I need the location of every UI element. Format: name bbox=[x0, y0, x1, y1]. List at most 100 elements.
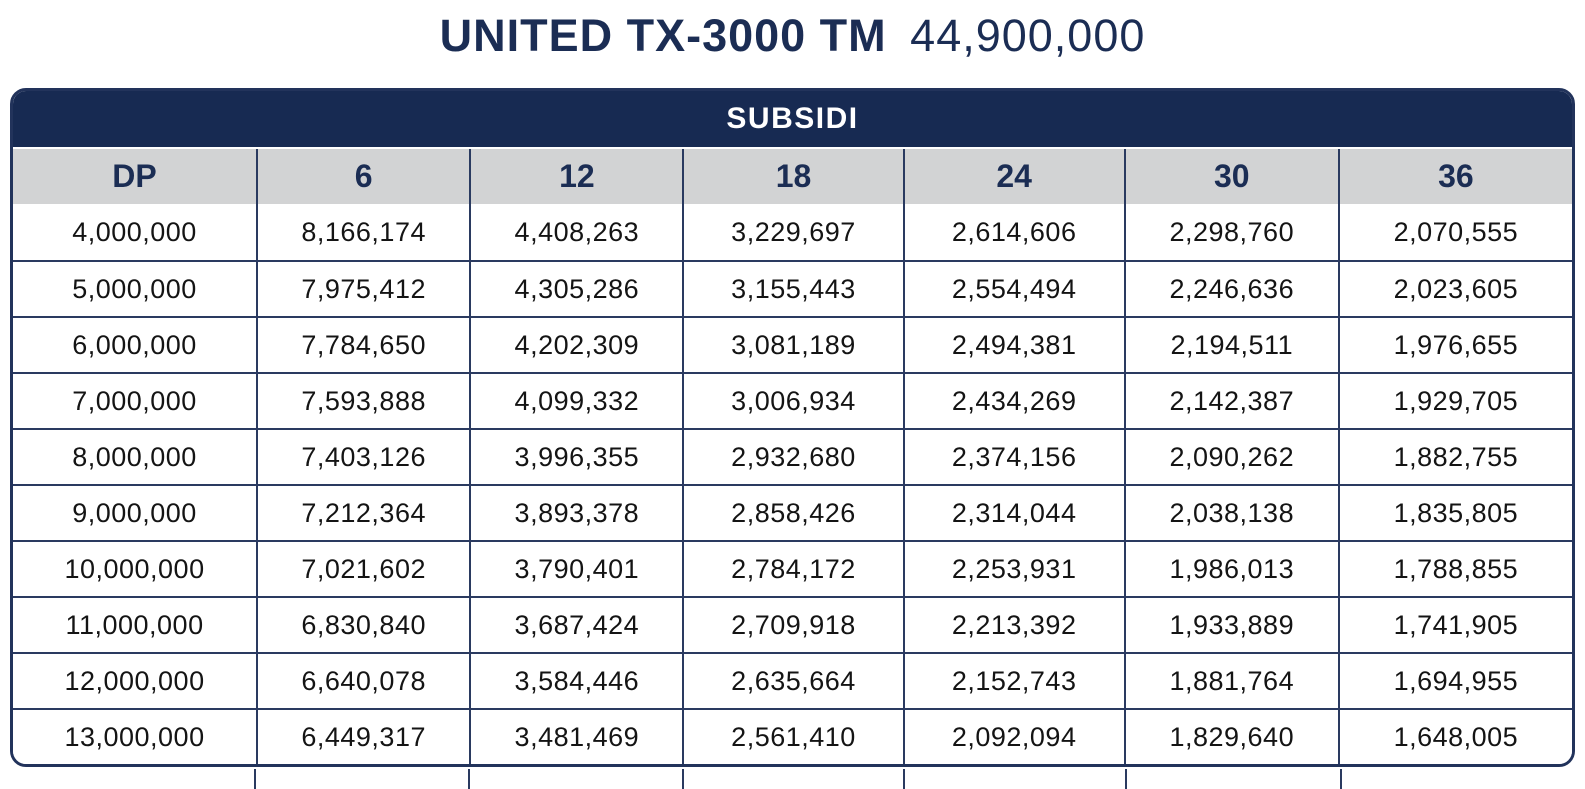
dp-cell: 7,000,000 bbox=[72, 385, 197, 416]
column-divider-stub bbox=[468, 769, 471, 789]
value-cell: 8,166,174 bbox=[256, 204, 469, 260]
header-row: DP 6 12 18 24 30 36 bbox=[13, 149, 1572, 204]
value-cell: 7,021,602 bbox=[256, 542, 469, 596]
value-cell: 1,933,889 bbox=[1123, 598, 1338, 652]
value-cell: 1,882,755 bbox=[1337, 430, 1572, 484]
value-cell: 1,986,013 bbox=[1123, 542, 1338, 596]
table-row: 6,000,000 7,784,650 4,202,309 3,081,189 2,49… bbox=[13, 316, 1572, 372]
value-cell: 1,741,905 bbox=[1337, 598, 1572, 652]
value-cell: 2,090,262 bbox=[1123, 430, 1338, 484]
value-cell: 2,314,044 bbox=[902, 486, 1124, 540]
column-header: 24 bbox=[902, 149, 1124, 204]
value-cell: 4,099,332 bbox=[469, 374, 682, 428]
value-cell: 2,635,664 bbox=[682, 654, 902, 708]
value-cell: 3,481,469 bbox=[469, 710, 682, 764]
value-cell: 3,006,934 bbox=[682, 374, 902, 428]
column-header: 36 bbox=[1337, 149, 1572, 204]
column-divider-stub bbox=[1339, 769, 1342, 789]
value-cell: 1,694,955 bbox=[1337, 654, 1572, 708]
value-cell: 2,554,494 bbox=[902, 262, 1124, 316]
column-divider-stub bbox=[902, 769, 905, 789]
value-cell: 1,976,655 bbox=[1337, 318, 1572, 372]
value-cell: 1,835,805 bbox=[1337, 486, 1572, 540]
dp-cell: 5,000,000 bbox=[72, 273, 197, 304]
table-row: 5,000,000 7,975,412 4,305,286 3,155,443 2,55… bbox=[13, 260, 1572, 316]
column-header: 30 bbox=[1123, 149, 1338, 204]
value-cell: 3,996,355 bbox=[469, 430, 682, 484]
value-cell: 2,038,138 bbox=[1123, 486, 1338, 540]
table-band: SUBSIDI bbox=[13, 91, 1572, 149]
value-cell: 6,449,317 bbox=[256, 710, 469, 764]
value-cell: 2,023,605 bbox=[1337, 262, 1572, 316]
value-cell: 7,784,650 bbox=[256, 318, 469, 372]
value-cell: 2,374,156 bbox=[902, 430, 1124, 484]
value-cell: 7,593,888 bbox=[256, 374, 469, 428]
value-cell: 3,687,424 bbox=[469, 598, 682, 652]
dp-cell: 10,000,000 bbox=[64, 553, 205, 584]
band-label: SUBSIDI bbox=[726, 102, 859, 135]
column-header: DP bbox=[112, 158, 157, 194]
value-cell: 2,614,606 bbox=[902, 204, 1124, 260]
value-cell: 1,648,005 bbox=[1337, 710, 1572, 764]
value-cell: 2,784,172 bbox=[682, 542, 902, 596]
dp-cell: 4,000,000 bbox=[72, 216, 197, 247]
value-cell: 2,246,636 bbox=[1123, 262, 1338, 316]
column-header: 12 bbox=[469, 149, 682, 204]
value-cell: 3,155,443 bbox=[682, 262, 902, 316]
value-cell: 4,408,263 bbox=[469, 204, 682, 260]
table-body: 4,000,000 8,166,174 4,408,263 3,229,697 2,61… bbox=[13, 204, 1572, 764]
model-name: UNITED TX-3000 TM bbox=[439, 10, 887, 61]
value-cell: 2,858,426 bbox=[682, 486, 902, 540]
value-cell: 2,213,392 bbox=[902, 598, 1124, 652]
table-row: 12,000,000 6,640,078 3,584,446 2,635,664 2,1… bbox=[13, 652, 1572, 708]
column-header: 18 bbox=[682, 149, 902, 204]
column-header: 6 bbox=[256, 149, 469, 204]
table-row: 7,000,000 7,593,888 4,099,332 3,006,934 2,43… bbox=[13, 372, 1572, 428]
dp-cell: 6,000,000 bbox=[72, 329, 197, 360]
dp-cell: 8,000,000 bbox=[72, 441, 197, 472]
dp-cell: 12,000,000 bbox=[64, 665, 205, 696]
dp-cell: 11,000,000 bbox=[65, 609, 204, 640]
value-cell: 7,975,412 bbox=[256, 262, 469, 316]
value-cell: 2,709,918 bbox=[682, 598, 902, 652]
value-cell: 2,253,931 bbox=[902, 542, 1124, 596]
table-row: 13,000,000 6,449,317 3,481,469 2,561,410 2,0… bbox=[13, 708, 1572, 764]
table-row: 9,000,000 7,212,364 3,893,378 2,858,426 2,31… bbox=[13, 484, 1572, 540]
column-divider-stub bbox=[1125, 769, 1128, 789]
value-cell: 2,070,555 bbox=[1337, 204, 1572, 260]
value-cell: 3,584,446 bbox=[469, 654, 682, 708]
value-cell: 2,494,381 bbox=[902, 318, 1124, 372]
cropped-next-row bbox=[10, 769, 1575, 789]
value-cell: 7,212,364 bbox=[256, 486, 469, 540]
value-cell: 2,142,387 bbox=[1123, 374, 1338, 428]
value-cell: 2,092,094 bbox=[902, 710, 1124, 764]
dp-cell: 13,000,000 bbox=[64, 721, 205, 752]
value-cell: 3,229,697 bbox=[682, 204, 902, 260]
column-divider-stub bbox=[682, 769, 684, 789]
value-cell: 2,434,269 bbox=[902, 374, 1124, 428]
value-cell: 3,081,189 bbox=[682, 318, 902, 372]
value-cell: 2,561,410 bbox=[682, 710, 902, 764]
value-cell: 6,640,078 bbox=[256, 654, 469, 708]
value-cell: 7,403,126 bbox=[256, 430, 469, 484]
model-price: 44,900,000 bbox=[910, 10, 1146, 61]
value-cell: 3,893,378 bbox=[469, 486, 682, 540]
value-cell: 4,202,309 bbox=[469, 318, 682, 372]
value-cell: 1,881,764 bbox=[1123, 654, 1338, 708]
value-cell: 1,788,855 bbox=[1337, 542, 1572, 596]
value-cell: 1,929,705 bbox=[1337, 374, 1572, 428]
value-cell: 6,830,840 bbox=[256, 598, 469, 652]
value-cell: 1,829,640 bbox=[1123, 710, 1338, 764]
value-cell: 2,932,680 bbox=[682, 430, 902, 484]
page-title: UNITED TX-3000 TM 44,900,000 bbox=[0, 6, 1585, 67]
value-cell: 2,298,760 bbox=[1123, 204, 1338, 260]
value-cell: 2,152,743 bbox=[902, 654, 1124, 708]
table-row: 4,000,000 8,166,174 4,408,263 3,229,697 2,61… bbox=[13, 204, 1572, 260]
table-row: 10,000,000 7,021,602 3,790,401 2,784,172 2,2… bbox=[13, 540, 1572, 596]
value-cell: 3,790,401 bbox=[469, 542, 682, 596]
dp-cell: 9,000,000 bbox=[72, 497, 197, 528]
price-table: SUBSIDI DP 6 12 18 24 30 36 4,000,000 8,166,174… bbox=[10, 88, 1575, 767]
table-row: 8,000,000 7,403,126 3,996,355 2,932,680 2,37… bbox=[13, 428, 1572, 484]
value-cell: 2,194,511 bbox=[1123, 318, 1338, 372]
